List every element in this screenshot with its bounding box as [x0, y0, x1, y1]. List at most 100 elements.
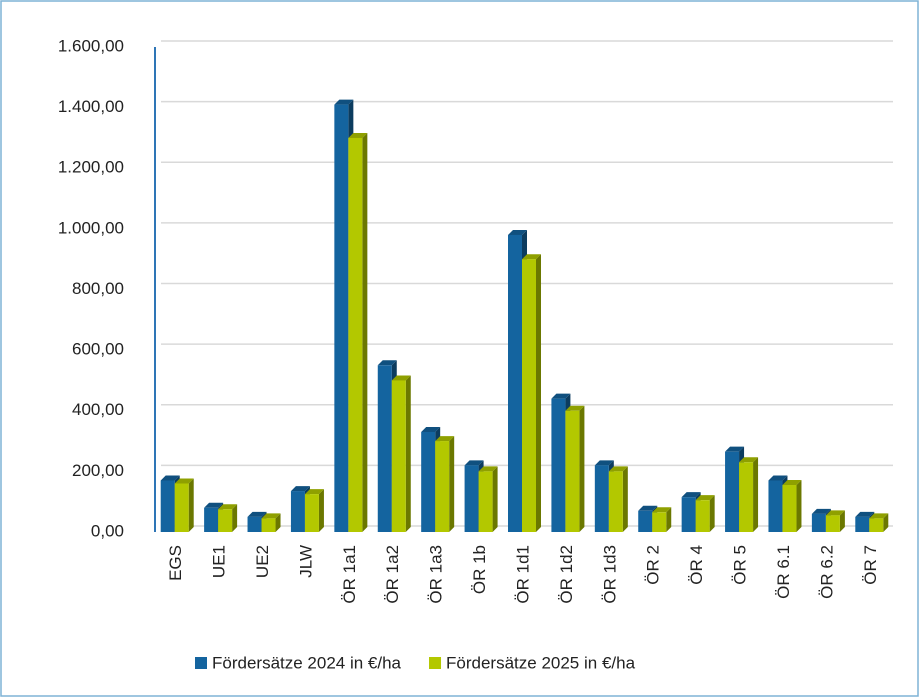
bar-side [579, 405, 585, 532]
bar-top [551, 393, 571, 399]
bar-top [508, 229, 527, 235]
x-tick-label: EGS [166, 545, 185, 581]
bar [290, 491, 305, 532]
bar-top [290, 486, 310, 492]
x-tick-label: ÖR 7 [861, 545, 880, 585]
bar [725, 451, 740, 532]
x-tick-label: JLW [296, 545, 315, 578]
y-tick-label: 200,00 [72, 461, 124, 480]
bar-side [318, 489, 324, 532]
x-tick-label: ÖR 1b [470, 545, 489, 594]
bar-top [247, 511, 267, 517]
bar-side [275, 513, 281, 532]
bar [869, 518, 884, 532]
bar [174, 483, 189, 532]
bar-top [638, 505, 658, 511]
y-tick-label: 1.400,00 [58, 97, 124, 116]
y-tick-label: 400,00 [72, 400, 124, 419]
bar-top [174, 478, 194, 484]
bar [681, 497, 696, 532]
x-tick-label: ÖR 1a3 [427, 545, 446, 604]
x-tick-label: ÖR 1a2 [383, 545, 402, 604]
bar-top [204, 502, 224, 508]
legend-swatch [429, 657, 442, 669]
bar [594, 465, 609, 532]
bar-top [652, 507, 672, 513]
bar [261, 518, 276, 532]
bar-top [334, 99, 354, 105]
bar [825, 515, 840, 532]
bar-top [522, 254, 541, 260]
y-tick-label: 0,00 [91, 521, 124, 540]
bar-top [304, 489, 324, 495]
bar-top [377, 360, 397, 366]
x-tick-label: ÖR 1d3 [600, 545, 619, 604]
bar [855, 516, 870, 532]
bar-side [753, 457, 759, 532]
bar [204, 507, 219, 532]
bar [638, 510, 653, 532]
x-tick-label: ÖR 2 [644, 545, 663, 585]
x-tick-label: ÖR 6.2 [817, 545, 836, 599]
y-tick-label: 1.000,00 [58, 218, 124, 237]
bar-side [622, 466, 628, 532]
bar [304, 494, 319, 532]
bar [478, 471, 493, 532]
x-tick-label: ÖR 1d2 [557, 545, 576, 604]
x-tick-label: ÖR 6.1 [774, 545, 793, 599]
y-tick-label: 800,00 [72, 279, 124, 298]
legend-swatch [195, 657, 207, 669]
bar [508, 234, 522, 532]
bar-top [391, 375, 411, 381]
legend-label: Fördersätze 2024 in €/ha [212, 653, 402, 672]
bar-top [725, 446, 745, 452]
x-tick-label: ÖR 5 [731, 545, 750, 585]
bar [782, 485, 797, 532]
bar [551, 398, 566, 532]
bar-top [565, 405, 585, 411]
bar-top [782, 480, 802, 486]
bar-side [536, 254, 541, 532]
bar [695, 500, 710, 532]
bar-top [855, 511, 875, 517]
legend-label: Fördersätze 2025 in €/ha [446, 653, 636, 672]
bar-top [811, 508, 831, 514]
bar [608, 471, 623, 532]
bar-top [464, 460, 484, 466]
bar-side [405, 375, 411, 532]
bar [391, 380, 406, 532]
x-tick-label: ÖR 4 [687, 545, 706, 585]
bar-top [348, 132, 368, 138]
bar-top [695, 495, 715, 501]
bar-side [709, 495, 715, 532]
bar-side [362, 132, 368, 532]
x-tick-label: ÖR 1a1 [340, 545, 359, 604]
y-tick-label: 600,00 [72, 340, 124, 359]
bar-top [608, 466, 628, 472]
bar-side [492, 466, 498, 532]
y-tick-label: 1.200,00 [58, 158, 124, 177]
x-tick-label: ÖR 1d1 [513, 545, 532, 604]
bar [348, 137, 363, 532]
bar [768, 480, 783, 532]
x-tick-label: UE1 [210, 545, 229, 578]
bar [652, 512, 667, 532]
bar-top [739, 457, 759, 463]
x-tick-label: UE2 [253, 545, 272, 578]
bar [565, 410, 580, 532]
bar-top [478, 466, 498, 472]
bar [160, 480, 175, 532]
bar [435, 441, 450, 532]
bar-side [839, 510, 845, 532]
bar-top [435, 436, 455, 442]
bar [421, 431, 436, 532]
bar-top [681, 492, 701, 498]
bar-side [796, 480, 802, 532]
bar [218, 509, 233, 532]
bar [739, 462, 754, 532]
bar [522, 259, 536, 532]
bar [247, 516, 262, 532]
bar [464, 465, 479, 532]
bar-top [825, 510, 845, 516]
